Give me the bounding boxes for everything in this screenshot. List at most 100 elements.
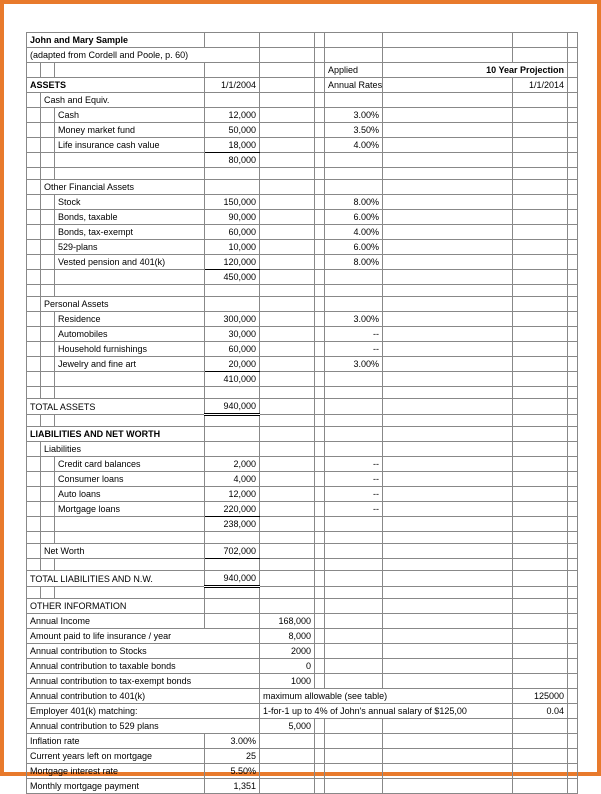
liab-rate: -- bbox=[325, 487, 383, 502]
asset-label: Bonds, taxable bbox=[55, 210, 205, 225]
other-value: 3.00% bbox=[205, 734, 260, 749]
networth: 702,000 bbox=[205, 544, 260, 559]
asset-label: 529-plans bbox=[55, 240, 205, 255]
other-label: Annual Income bbox=[27, 614, 205, 629]
date2: 1/1/2014 bbox=[513, 78, 568, 93]
subtotal: 238,000 bbox=[205, 517, 260, 532]
liab-label: Credit card balances bbox=[55, 457, 205, 472]
asset-label: Cash bbox=[55, 108, 205, 123]
other-value: 5,000 bbox=[260, 719, 315, 734]
other-label: Amount paid to life insurance / year bbox=[27, 629, 260, 644]
asset-value: 18,000 bbox=[205, 138, 260, 153]
asset-rate: 8.00% bbox=[325, 195, 383, 210]
asset-value: 50,000 bbox=[205, 123, 260, 138]
liab-label: Consumer loans bbox=[55, 472, 205, 487]
liab-rate: -- bbox=[325, 502, 383, 517]
other-value: 0 bbox=[260, 659, 315, 674]
other-label: Employer 401(k) matching: bbox=[27, 704, 260, 719]
liab-value: 12,000 bbox=[205, 487, 260, 502]
liab-value: 2,000 bbox=[205, 457, 260, 472]
liab-label: Auto loans bbox=[55, 487, 205, 502]
asset-value: 60,000 bbox=[205, 225, 260, 240]
other-value: 168,000 bbox=[260, 614, 315, 629]
asset-value: 150,000 bbox=[205, 195, 260, 210]
other-label: Annual contribution to 401(k) bbox=[27, 689, 260, 704]
other-heading: OTHER INFORMATION bbox=[27, 599, 205, 614]
asset-value: 12,000 bbox=[205, 108, 260, 123]
asset-rate: 4.00% bbox=[325, 138, 383, 153]
other-label: Current years left on mortgage bbox=[27, 749, 205, 764]
asset-rate: 3.00% bbox=[325, 108, 383, 123]
asset-rate: 3.50% bbox=[325, 123, 383, 138]
total-assets: 940,000 bbox=[205, 399, 260, 415]
total-liab-label: TOTAL LIABILITIES AND N.W. bbox=[27, 571, 205, 587]
other-value: 8,000 bbox=[260, 629, 315, 644]
personal-label: Personal Assets bbox=[41, 297, 205, 312]
asset-label: Household furnishings bbox=[55, 342, 205, 357]
assets-heading: ASSETS bbox=[27, 78, 205, 93]
other-label: Annual contribution to 529 plans bbox=[27, 719, 260, 734]
other-label: Inflation rate bbox=[27, 734, 205, 749]
asset-label: Bonds, tax-exempt bbox=[55, 225, 205, 240]
asset-label: Vested pension and 401(k) bbox=[55, 255, 205, 270]
title: John and Mary Sample bbox=[27, 33, 205, 48]
liab-heading: LIABILITIES AND NET WORTH bbox=[27, 427, 205, 442]
asset-value: 300,000 bbox=[205, 312, 260, 327]
other-label: Annual contribution to Stocks bbox=[27, 644, 260, 659]
other-value: 1,351 bbox=[205, 779, 260, 794]
other-value: 1000 bbox=[260, 674, 315, 689]
cash-equiv-label: Cash and Equiv. bbox=[41, 93, 205, 108]
asset-value: 60,000 bbox=[205, 342, 260, 357]
asset-label: Automobiles bbox=[55, 327, 205, 342]
other-label: Annual contribution to tax-exempt bonds bbox=[27, 674, 260, 689]
liab-label: Mortgage loans bbox=[55, 502, 205, 517]
other-value: 5.50% bbox=[205, 764, 260, 779]
asset-value: 20,000 bbox=[205, 357, 260, 372]
projection-label: 10 Year Projection bbox=[383, 63, 568, 78]
asset-label: Life insurance cash value bbox=[55, 138, 205, 153]
asset-value: 10,000 bbox=[205, 240, 260, 255]
asset-rate: 6.00% bbox=[325, 210, 383, 225]
liab-rate: -- bbox=[325, 457, 383, 472]
asset-rate: -- bbox=[325, 327, 383, 342]
asset-label: Residence bbox=[55, 312, 205, 327]
asset-rate: 6.00% bbox=[325, 240, 383, 255]
other-note: 1-for-1 up to 4% of John's annual salary… bbox=[260, 704, 513, 719]
other-value: 0.04 bbox=[513, 704, 568, 719]
other-value: 25 bbox=[205, 749, 260, 764]
subtotal: 410,000 bbox=[205, 372, 260, 387]
subtitle: (adapted from Cordell and Poole, p. 60) bbox=[27, 48, 260, 63]
other-label: Mortgage interest rate bbox=[27, 764, 205, 779]
spreadsheet: John and Mary Sample (adapted from Corde… bbox=[26, 32, 578, 794]
asset-value: 90,000 bbox=[205, 210, 260, 225]
asset-rate: 8.00% bbox=[325, 255, 383, 270]
asset-label: Money market fund bbox=[55, 123, 205, 138]
subtotal: 80,000 bbox=[205, 153, 260, 168]
asset-rate: 3.00% bbox=[325, 357, 383, 372]
liab-value: 4,000 bbox=[205, 472, 260, 487]
page-frame: John and Mary Sample (adapted from Corde… bbox=[0, 0, 601, 776]
other-value: 125000 bbox=[513, 689, 568, 704]
other-label: Annual contribution to taxable bonds bbox=[27, 659, 260, 674]
networth-label: Net Worth bbox=[41, 544, 205, 559]
liab-rate: -- bbox=[325, 472, 383, 487]
liab-sub: Liabilities bbox=[41, 442, 205, 457]
asset-rate: 3.00% bbox=[325, 312, 383, 327]
annual-rates-label: Annual Rates bbox=[325, 78, 383, 93]
liab-value: 220,000 bbox=[205, 502, 260, 517]
other-note: maximum allowable (see table) bbox=[260, 689, 513, 704]
asset-value: 120,000 bbox=[205, 255, 260, 270]
asset-value: 30,000 bbox=[205, 327, 260, 342]
date1: 1/1/2004 bbox=[205, 78, 260, 93]
total-assets-label: TOTAL ASSETS bbox=[27, 399, 205, 415]
subtotal: 450,000 bbox=[205, 270, 260, 285]
asset-label: Jewelry and fine art bbox=[55, 357, 205, 372]
other-fa-label: Other Financial Assets bbox=[41, 180, 205, 195]
asset-rate: 4.00% bbox=[325, 225, 383, 240]
asset-label: Stock bbox=[55, 195, 205, 210]
asset-rate: -- bbox=[325, 342, 383, 357]
other-value: 2000 bbox=[260, 644, 315, 659]
other-label: Monthly mortgage payment bbox=[27, 779, 205, 794]
total-liab: 940,000 bbox=[205, 571, 260, 587]
applied-label: Applied bbox=[325, 63, 383, 78]
